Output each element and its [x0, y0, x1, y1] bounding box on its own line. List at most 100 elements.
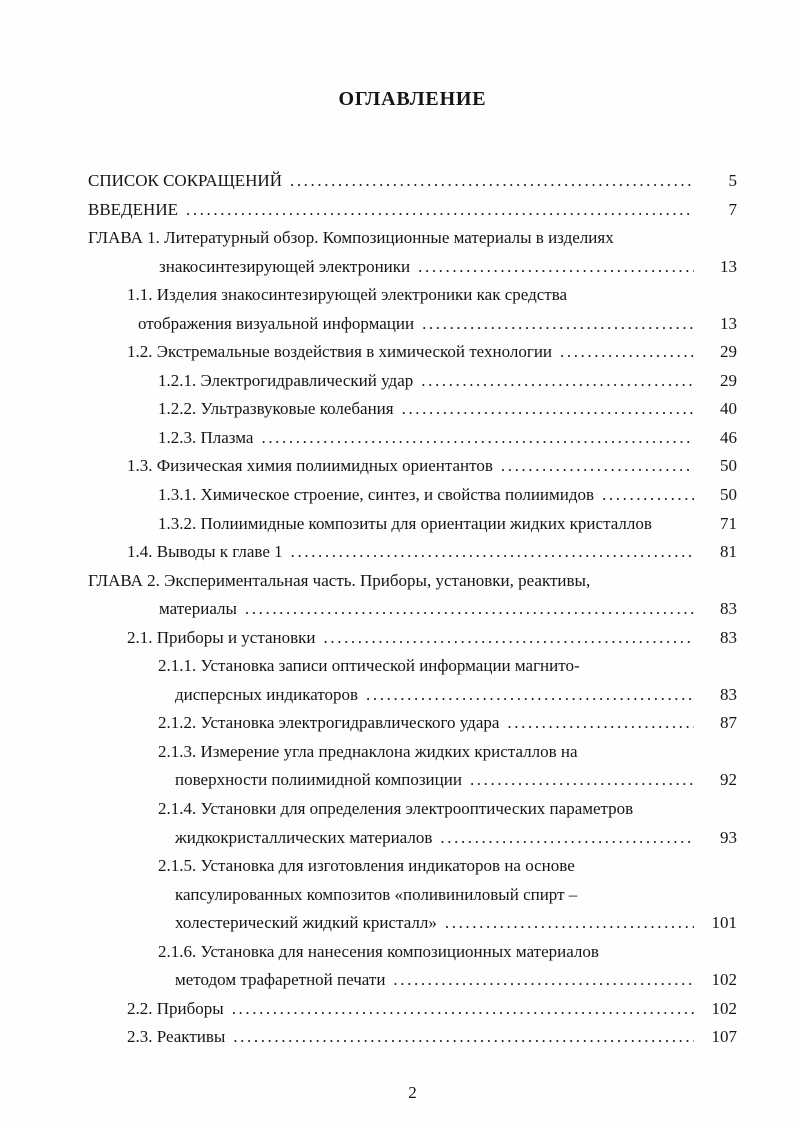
dot-leader-icon — [232, 995, 694, 1024]
toc-entry: поверхности полиимидной композиции 92 — [88, 766, 737, 795]
toc-entry-label: ВВЕДЕНИЕ — [88, 199, 178, 219]
toc-entry: 2.1.2. Установка электрогидравлического … — [88, 709, 737, 738]
toc-entry-label: 2.1.4. Установки для определения электро… — [158, 799, 634, 819]
toc-entry-label: знакосинтезирующей электроники — [159, 256, 411, 276]
toc-entry-label: 2.3. Реактивы — [127, 1027, 226, 1047]
toc-entry-label: 1.2.1. Электрогидравлический удар — [158, 370, 414, 390]
toc-entry-page-number: 29 — [720, 370, 737, 390]
toc-entry: холестерический жидкий кристалл» 101 — [88, 909, 737, 938]
toc-entry: ВВЕДЕНИЕ 7 — [88, 196, 737, 225]
dot-leader-icon — [440, 824, 694, 853]
dot-leader-icon — [422, 310, 694, 339]
toc-entry: 1.3.1. Химическое строение, синтез, и св… — [88, 481, 737, 510]
toc-entry: знакосинтезирующей электроники 13 — [88, 253, 737, 282]
page-title: ОГЛАВЛЕНИЕ — [338, 88, 487, 110]
toc-entry: 2.1. Приборы и установки 83 — [88, 624, 737, 653]
toc-entry-page-number: 107 — [711, 1027, 738, 1047]
toc-entry: 1.2.3. Плазма 46 — [88, 424, 737, 453]
toc-entry: методом трафаретной печати 102 — [88, 966, 737, 995]
dot-leader-icon — [501, 452, 694, 481]
toc-entry-page-number: 71 — [720, 513, 737, 533]
toc-entry: 1.2.2. Ультразвуковые колебания 40 — [88, 395, 737, 424]
toc-entry-label: ГЛАВА 1. Литературный обзор. Композицион… — [88, 228, 614, 248]
toc-entry: 1.3. Физическая химия полиимидных ориент… — [88, 452, 737, 481]
toc-entry-page-number: 83 — [720, 684, 737, 704]
dot-leader-icon — [186, 196, 694, 225]
toc-entry-label: 1.3.1. Химическое строение, синтез, и св… — [158, 485, 595, 505]
toc-entry-label: 2.1.2. Установка электрогидравлического … — [158, 713, 500, 733]
toc-entry-label: отображения визуальной информации — [138, 313, 415, 333]
toc-entry-page-number: 81 — [720, 542, 737, 562]
toc-entry-page-number: 101 — [711, 913, 738, 933]
toc-entry-label: ГЛАВА 2. Экспериментальная часть. Прибор… — [88, 570, 591, 590]
dot-leader-icon — [507, 709, 694, 738]
toc-list: СПИСОК СОКРАЩЕНИЙ 5 ВВЕДЕНИЕ 7 ГЛАВА 1. … — [88, 167, 737, 1052]
toc-entry-page-number: 50 — [720, 485, 737, 505]
toc-entry-page-number: 40 — [720, 399, 737, 419]
toc-entry: 1.2.1. Электрогидравлический удар 29 — [88, 367, 737, 396]
dot-leader-icon — [418, 253, 694, 282]
toc-entry: капсулированных композитов «поливиниловы… — [88, 881, 737, 910]
dot-leader-icon — [261, 424, 694, 453]
toc-entry-page-number: 5 — [728, 171, 738, 190]
dot-leader-icon — [445, 909, 694, 938]
toc-entry-label: 2.1.1. Установка записи оптической инфор… — [158, 656, 580, 676]
toc-entry-page-number: 50 — [720, 456, 737, 476]
toc-entry-page-number: 87 — [720, 713, 737, 733]
toc-entry-page-number: 7 — [728, 199, 738, 219]
toc-entry-label: 1.3.2. Полиимидные композиты для ориента… — [158, 513, 652, 533]
toc-entry-label: 1.1. Изделия знакосинтезирующей электрон… — [127, 285, 568, 305]
toc-entry-label: 2.1.6. Установка для нанесения композици… — [158, 941, 599, 961]
toc-entry: 2.1.4. Установки для определения электро… — [88, 795, 737, 824]
dot-leader-icon — [421, 367, 694, 396]
toc-entry-label: 1.3. Физическая химия полиимидных ориент… — [127, 456, 493, 476]
toc-entry-label: 2.1.3. Измерение угла преднаклона жидких… — [158, 741, 578, 761]
toc-entry-label: дисперсных индикаторов — [175, 684, 359, 704]
toc-entry: материалы 83 — [88, 595, 737, 624]
toc-entry-label: методом трафаретной печати — [175, 970, 386, 990]
toc-entry-page-number: 102 — [711, 970, 738, 990]
dot-leader-icon — [470, 766, 694, 795]
toc-entry-page-number: 83 — [720, 599, 737, 619]
dot-leader-icon — [245, 595, 694, 624]
toc-entry: 2.1.1. Установка записи оптической инфор… — [88, 652, 737, 681]
dot-leader-icon — [291, 538, 694, 567]
dot-leader-icon — [233, 1023, 694, 1052]
toc-entry: СПИСОК СОКРАЩЕНИЙ 5 — [88, 167, 737, 196]
dot-leader-icon — [290, 167, 694, 196]
toc-entry-label: 1.2.3. Плазма — [158, 427, 254, 447]
toc-entry-page-number: 13 — [720, 256, 737, 276]
toc-entry: 1.4. Выводы к главе 1 81 — [88, 538, 737, 567]
toc-entry-label: 1.2. Экстремальные воздействия в химичес… — [127, 342, 553, 362]
toc-entry-label: 2.1.5. Установка для изготовления индика… — [158, 856, 575, 876]
toc-entry-label: 1.2.2. Ультразвуковые колебания — [158, 399, 394, 419]
toc-entry: 1.3.2. Полиимидные композиты для ориента… — [88, 510, 737, 539]
toc-entry: 2.1.3. Измерение угла преднаклона жидких… — [88, 738, 737, 767]
toc-entry: 1.2. Экстремальные воздействия в химичес… — [88, 338, 737, 367]
toc-entry-label: холестерический жидкий кристалл» — [175, 913, 437, 933]
toc-entry-page-number: 102 — [711, 998, 738, 1018]
dot-leader-icon — [324, 624, 694, 653]
toc-entry: 2.2. Приборы 102 — [88, 995, 737, 1024]
toc-entry-label: жидкокристаллических материалов — [175, 827, 433, 847]
toc-entry: 1.1. Изделия знакосинтезирующей электрон… — [88, 281, 737, 310]
toc-entry-label: материалы — [159, 599, 237, 619]
dot-leader-icon — [366, 681, 694, 710]
toc-entry-label: СПИСОК СОКРАЩЕНИЙ — [88, 171, 282, 190]
dot-leader-icon — [393, 966, 694, 995]
toc-entry-page-number: 92 — [720, 770, 737, 790]
toc-entry: отображения визуальной информации 13 — [88, 310, 737, 339]
dot-leader-icon — [560, 338, 694, 367]
toc-entry-label: 1.4. Выводы к главе 1 — [127, 542, 283, 562]
toc-entry-page-number: 83 — [720, 627, 737, 647]
toc-entry-page-number: 93 — [720, 827, 737, 847]
dot-leader-icon — [602, 481, 694, 510]
toc-entry: 2.1.5. Установка для изготовления индика… — [88, 852, 737, 881]
toc-entry: ГЛАВА 1. Литературный обзор. Композицион… — [88, 224, 737, 253]
toc-entry-label: 2.1. Приборы и установки — [127, 627, 316, 647]
toc-entry-label: 2.2. Приборы — [127, 998, 224, 1018]
toc-entry-page-number: 46 — [720, 427, 737, 447]
toc-entry-page-number: 13 — [720, 313, 737, 333]
toc-entry-label: капсулированных композитов «поливиниловы… — [175, 884, 578, 904]
